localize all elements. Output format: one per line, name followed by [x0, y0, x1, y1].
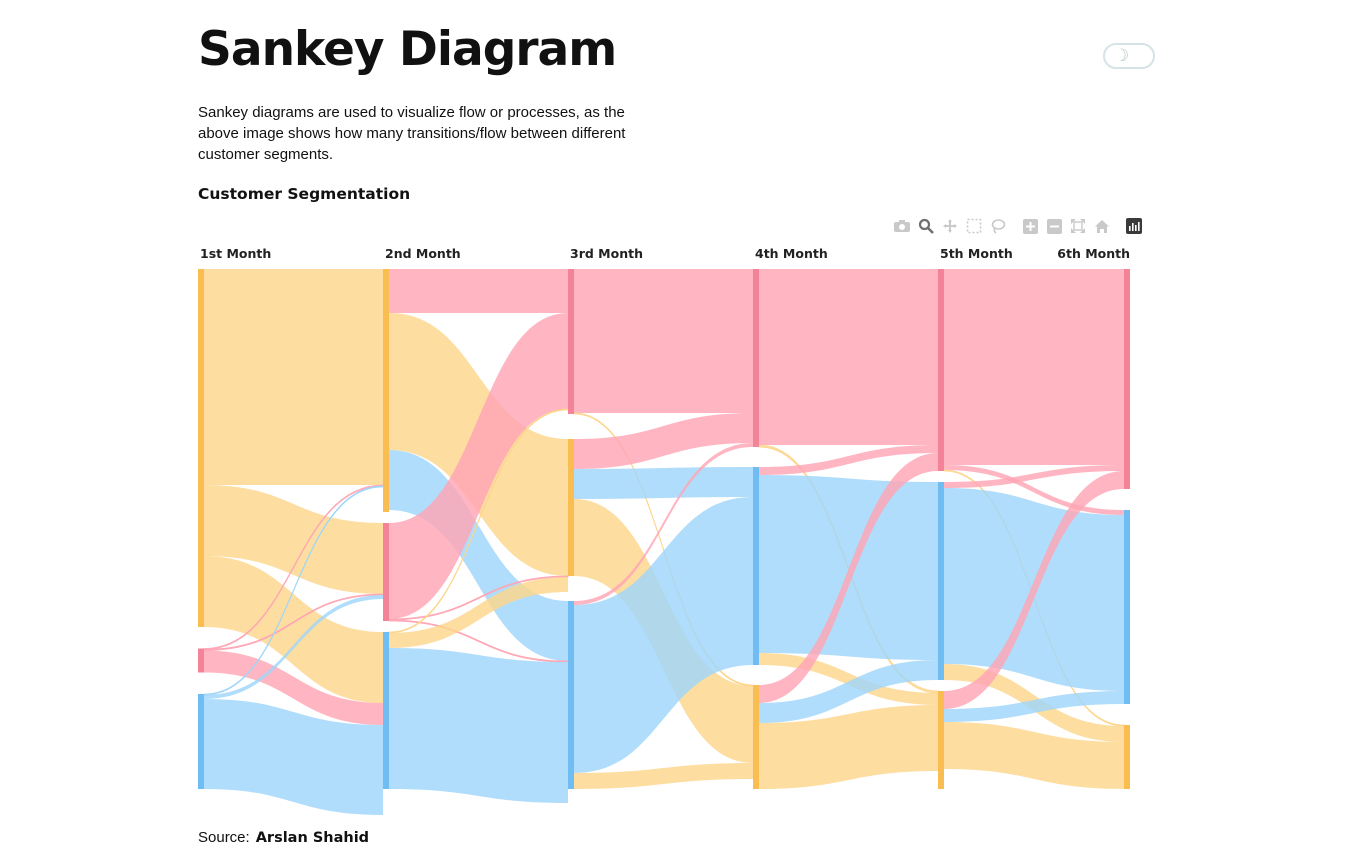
source-name: Arslan Shahid [255, 830, 370, 846]
sankey-node[interactable] [383, 269, 389, 512]
chart-modebar [893, 216, 1149, 236]
column-label: 2nd Month [385, 246, 461, 261]
sankey-link[interactable] [204, 269, 383, 485]
box-select-icon[interactable] [965, 217, 983, 235]
sankey-link[interactable] [574, 467, 753, 499]
reset-axes-icon[interactable] [1093, 217, 1111, 235]
sankey-node[interactable] [568, 601, 574, 789]
sankey-link[interactable] [759, 445, 938, 475]
column-label: 1st Month [200, 246, 271, 261]
sankey-link[interactable] [389, 269, 568, 313]
sankey-link[interactable] [759, 475, 938, 660]
column-label: 5th Month [940, 246, 1013, 261]
sankey-link[interactable] [574, 413, 753, 469]
sankey-node[interactable] [383, 523, 389, 621]
page-description: Sankey diagrams are used to visualize fl… [198, 104, 626, 163]
column-label: 3rd Month [570, 246, 643, 261]
sankey-link[interactable] [574, 443, 753, 605]
source-label: Source: [198, 829, 250, 846]
sankey-link[interactable] [204, 650, 383, 726]
sankey-node[interactable] [938, 482, 944, 680]
moon-icon: ☽ [1114, 46, 1130, 66]
sankey-node[interactable] [383, 632, 389, 789]
sankey-node[interactable] [1124, 269, 1130, 489]
sankey-node[interactable] [938, 269, 944, 471]
plotly-logo-icon[interactable] [1125, 217, 1143, 235]
column-label: 4th Month [755, 246, 828, 261]
page-title: Sankey Diagram [198, 22, 617, 77]
sankey-link[interactable] [574, 763, 753, 789]
sankey-links [203, 269, 1125, 815]
sankey-link[interactable] [759, 660, 938, 723]
sankey-link[interactable] [944, 691, 1124, 722]
source-line: Source: Arslan Shahid [198, 829, 369, 846]
column-label: 6th Month [1057, 246, 1130, 261]
sankey-link[interactable] [944, 471, 1124, 709]
sankey-node[interactable] [753, 269, 759, 447]
lasso-icon[interactable] [989, 217, 1007, 235]
sankey-link[interactable] [389, 577, 568, 648]
sankey-link[interactable] [944, 722, 1124, 789]
sankey-link[interactable] [944, 269, 1124, 465]
sankey-link[interactable] [759, 269, 938, 445]
sankey-link[interactable] [574, 497, 753, 773]
sankey-nodes [198, 269, 1130, 789]
pan-icon[interactable] [941, 217, 959, 235]
sankey-node[interactable] [753, 685, 759, 789]
zoom-icon[interactable] [917, 217, 935, 235]
sankey-link[interactable] [389, 313, 568, 619]
sankey-link[interactable] [204, 699, 383, 815]
sankey-node[interactable] [938, 691, 944, 789]
sankey-link[interactable] [944, 465, 1124, 488]
sankey-node[interactable] [198, 269, 204, 627]
sankey-link[interactable] [204, 485, 383, 594]
camera-icon[interactable] [893, 217, 911, 235]
sankey-node[interactable] [198, 694, 204, 789]
zoom-in-icon[interactable] [1021, 217, 1039, 235]
sankey-node[interactable] [568, 269, 574, 414]
sankey-link[interactable] [389, 648, 568, 803]
sankey-link[interactable] [759, 705, 938, 789]
sankey-link[interactable] [944, 465, 1124, 515]
chart-title: Customer Segmentation [198, 185, 411, 203]
sankey-node[interactable] [1124, 725, 1130, 789]
sankey-node[interactable] [753, 467, 759, 665]
sankey-link[interactable] [574, 269, 753, 413]
theme-toggle[interactable]: ☽ [1103, 43, 1155, 69]
zoom-out-icon[interactable] [1045, 217, 1063, 235]
sankey-link[interactable] [204, 595, 383, 699]
sankey-node[interactable] [198, 648, 204, 673]
sankey-link[interactable] [759, 453, 938, 703]
sankey-node[interactable] [568, 439, 574, 576]
autoscale-icon[interactable] [1069, 217, 1087, 235]
sankey-node[interactable] [1124, 510, 1130, 704]
sankey-link[interactable] [204, 556, 383, 703]
